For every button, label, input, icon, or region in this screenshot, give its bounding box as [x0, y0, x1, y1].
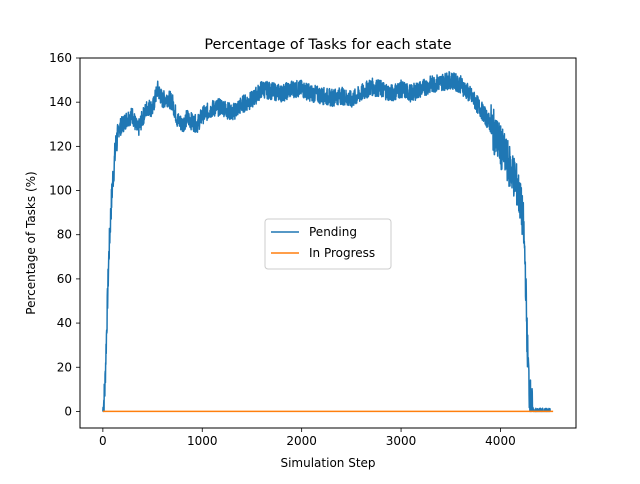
- x-tick-label: 1000: [187, 434, 218, 448]
- y-tick-label: 80: [57, 228, 72, 242]
- x-tick-label: 2000: [286, 434, 317, 448]
- y-axis-label: Percentage of Tasks (%): [24, 171, 38, 314]
- x-tick-label: 0: [99, 434, 107, 448]
- y-tick-label: 160: [49, 51, 72, 65]
- legend-label: Pending: [309, 225, 357, 239]
- x-tick-label: 3000: [386, 434, 417, 448]
- x-axis-label: Simulation Step: [280, 456, 375, 470]
- x-axis: 0 1000 2000 3000 4000: [99, 428, 516, 448]
- y-tick-label: 20: [57, 360, 72, 374]
- plot-frame: [79, 57, 577, 429]
- y-tick-label: 40: [57, 316, 72, 330]
- plot-area: [102, 70, 554, 413]
- chart-title: Percentage of Tasks for each state: [204, 37, 451, 53]
- y-tick-label: 140: [49, 95, 72, 109]
- legend-label: In Progress: [309, 246, 375, 260]
- y-tick-label: 100: [49, 184, 72, 198]
- y-tick-label: 0: [64, 404, 72, 418]
- series-line-0: [102, 70, 551, 413]
- x-tick-label: 4000: [485, 434, 516, 448]
- y-tick-label: 60: [57, 272, 72, 286]
- y-tick-label: 120: [49, 139, 72, 153]
- legend: Pending In Progress: [264, 218, 392, 270]
- y-axis: 0 20 40 60 80 100 120 140 160: [49, 51, 80, 418]
